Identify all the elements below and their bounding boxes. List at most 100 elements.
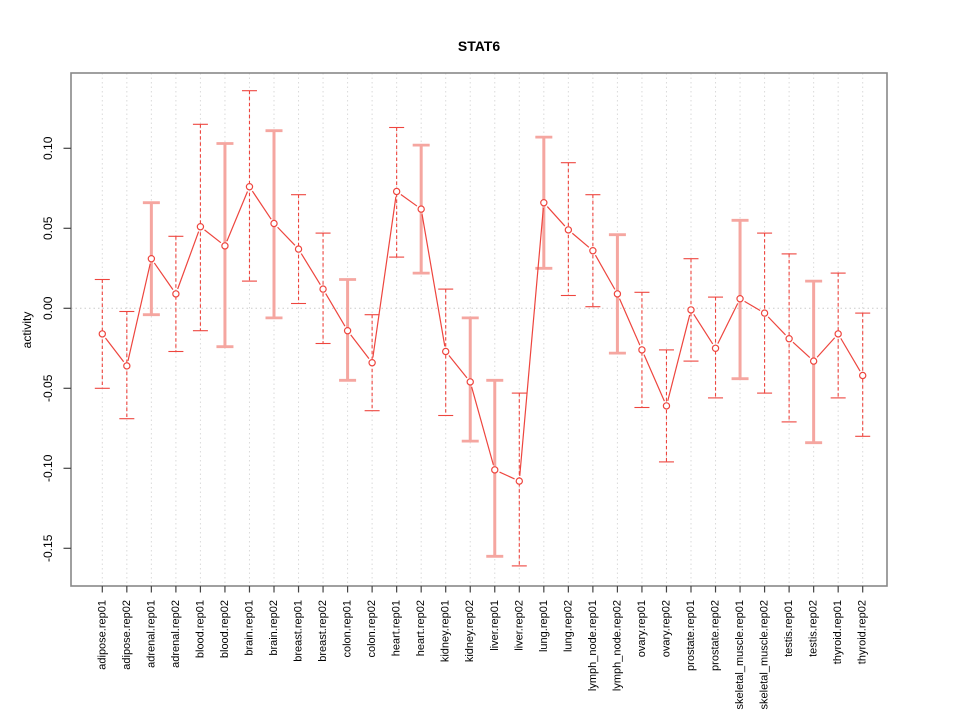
plot-border: [70, 72, 888, 587]
x-tick-label: testis.rep01: [783, 600, 795, 657]
data-point: [564, 226, 573, 234]
data-point: [392, 187, 401, 196]
series-segment: [693, 313, 714, 345]
series-segment: [277, 226, 296, 246]
data-point: [711, 344, 720, 352]
y-tick-label: -0.05: [41, 374, 55, 402]
series-segment: [471, 386, 494, 466]
data-point: [540, 198, 548, 207]
series-segment: [350, 334, 370, 359]
y-tick-label: 0.00: [41, 296, 55, 320]
series-segment: [127, 263, 151, 361]
series-segment: [816, 337, 836, 358]
series-segment: [325, 293, 346, 327]
data-point: [442, 347, 450, 356]
x-tick-label: lymph_node.rep02: [611, 600, 623, 691]
x-tick-label: colon.rep01: [342, 600, 354, 658]
x-tick-label: liver.rep01: [489, 600, 501, 651]
series-segment: [104, 337, 125, 363]
x-tick-label: prostate.rep01: [685, 600, 697, 671]
series-segment: [667, 314, 691, 402]
series-segment: [300, 253, 321, 285]
x-tick-label: liver.rep02: [513, 600, 525, 651]
x-tick-label: ovary.rep01: [636, 600, 648, 657]
x-tick-label: lung.rep02: [562, 600, 574, 652]
data-point: [270, 219, 278, 228]
x-tick-label: testis.rep02: [808, 600, 820, 657]
y-tick-label: 0.05: [41, 216, 55, 240]
y-tick-label: -0.10: [41, 454, 55, 482]
data-point: [245, 182, 254, 191]
x-tick-label: blood.rep02: [219, 600, 231, 658]
x-tick-label: ovary.rep02: [660, 600, 672, 657]
x-tick-label: skeletal_muscle.rep02: [759, 600, 771, 709]
x-tick-label: heart.rep02: [415, 600, 427, 656]
data-point: [343, 327, 352, 335]
series-segment: [421, 214, 446, 347]
data-point: [809, 357, 818, 365]
data-point: [859, 371, 867, 380]
x-tick-label: brain.rep02: [268, 600, 280, 656]
series-segment: [618, 298, 641, 346]
data-point: [785, 335, 793, 343]
series-segment: [767, 316, 786, 336]
x-tick-label: brain.rep01: [243, 600, 255, 656]
data-point: [638, 346, 646, 354]
data-point: [613, 290, 622, 298]
data-point: [147, 255, 156, 263]
y-tick-label: -0.15: [41, 534, 55, 562]
x-tick-label: adrenal.rep01: [145, 600, 157, 668]
series-segment: [204, 229, 222, 244]
series-segment: [519, 207, 544, 476]
series-segment: [717, 303, 739, 344]
chart-title: STAT6: [457, 38, 501, 54]
data-point: [515, 477, 523, 485]
data-point: [172, 290, 180, 298]
x-tick-label: lymph_node.rep01: [587, 600, 599, 691]
x-tick-label: kidney.rep01: [440, 600, 452, 662]
data-point: [221, 242, 229, 250]
series-segment: [792, 341, 811, 359]
x-tick-label: blood.rep01: [194, 600, 206, 658]
series-segment: [448, 355, 468, 379]
series-segment: [400, 194, 418, 207]
x-tick-label: thyroid.rep02: [857, 600, 869, 664]
series-segment: [546, 206, 566, 227]
series-segment: [840, 338, 861, 372]
data-point: [589, 246, 597, 255]
x-tick-label: skeletal_muscle.rep01: [734, 600, 746, 709]
series-segment: [744, 300, 761, 311]
data-point: [760, 309, 769, 317]
series-segment: [594, 254, 616, 290]
data-point: [123, 362, 131, 370]
y-tick-label: 0.10: [41, 136, 55, 160]
data-point: [294, 245, 303, 253]
series-segment: [177, 231, 200, 290]
series-segment: [153, 262, 174, 290]
series-segment: [571, 232, 590, 248]
data-point: [196, 222, 205, 231]
data-point: [319, 285, 327, 293]
series-segment: [499, 471, 515, 480]
data-point: [417, 205, 425, 213]
data-point: [466, 378, 474, 386]
data-point: [834, 330, 842, 338]
series-segment: [226, 191, 249, 242]
data-point: [687, 306, 695, 314]
x-tick-label: colon.rep02: [366, 600, 378, 658]
series-segment: [251, 190, 272, 220]
x-tick-label: adipose.rep01: [96, 600, 108, 670]
data-point: [491, 466, 499, 474]
x-tick-label: prostate.rep02: [710, 600, 722, 671]
x-tick-label: heart.rep01: [391, 600, 403, 656]
x-tick-label: adipose.rep02: [121, 600, 133, 670]
x-tick-label: adrenal.rep02: [170, 600, 182, 668]
data-point: [736, 295, 744, 303]
data-point: [662, 402, 671, 410]
data-point: [368, 359, 376, 367]
series-segment: [643, 354, 665, 402]
x-tick-label: lung.rep01: [538, 600, 550, 652]
x-tick-label: thyroid.rep01: [832, 600, 844, 664]
